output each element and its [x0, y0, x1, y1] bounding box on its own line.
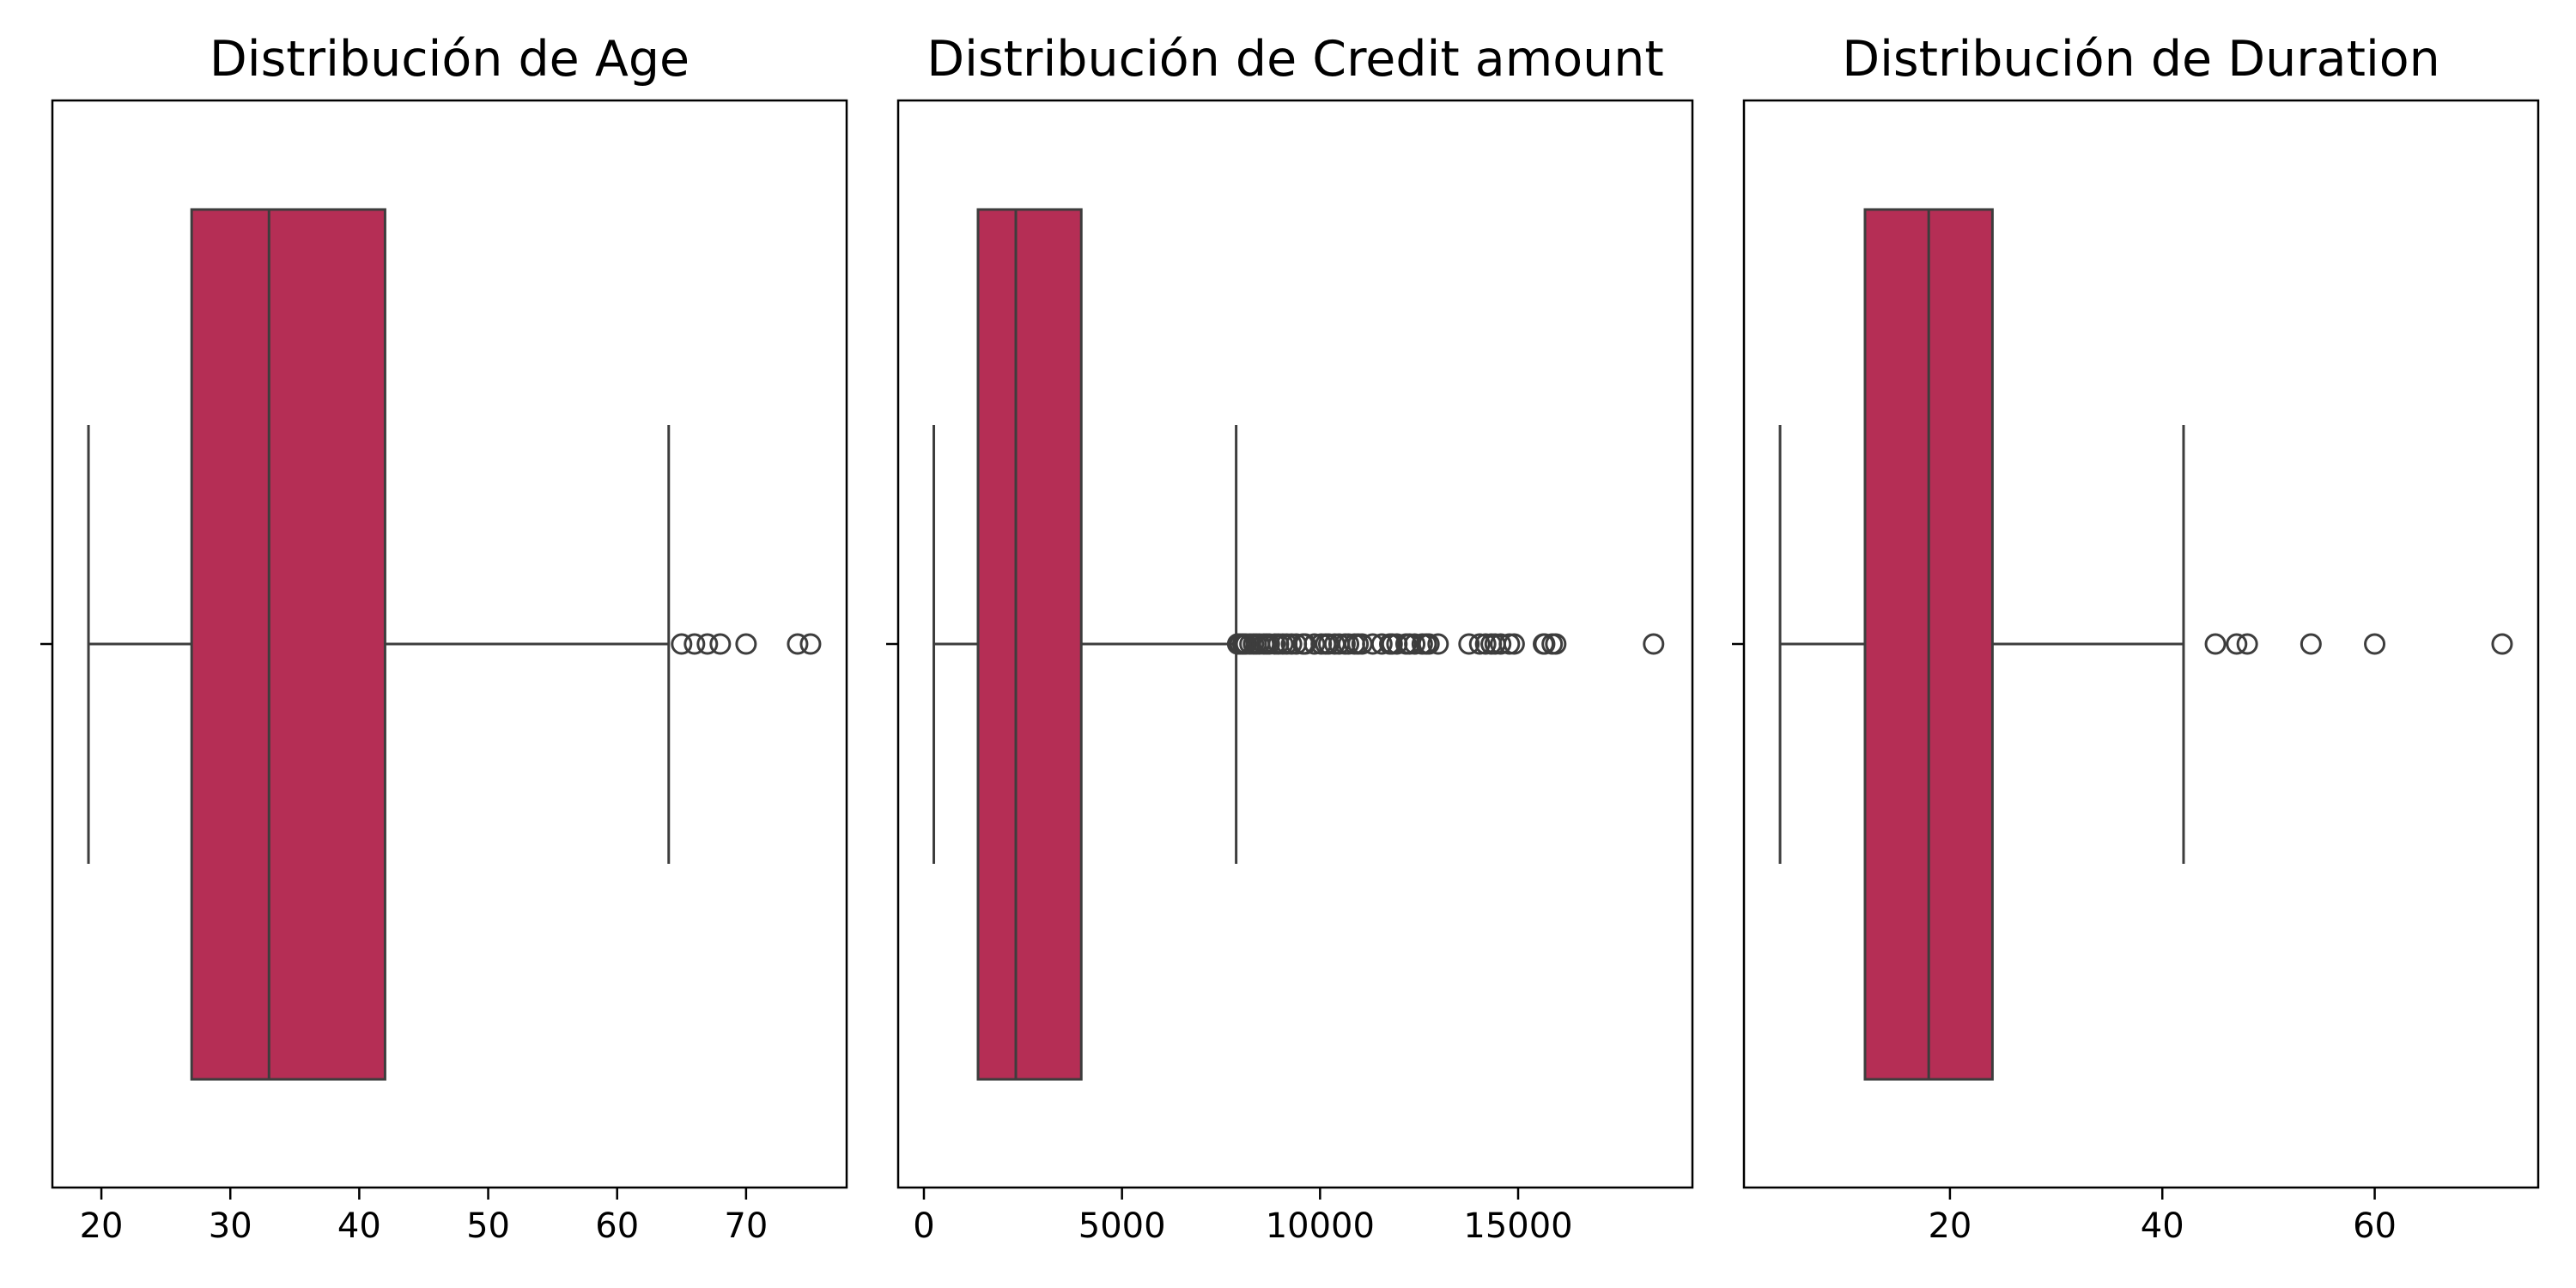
outlier-point	[2204, 633, 2227, 655]
outlier-point	[671, 633, 693, 655]
x-tick-label: 60	[2353, 1206, 2397, 1246]
outlier-point	[1404, 633, 1426, 655]
outlier-point	[1294, 633, 1316, 655]
boxplot-panel-1: Distribución de Age 20 30 40 50 60 70	[40, 31, 848, 1246]
outlier-point	[1474, 633, 1497, 655]
iqr-box	[976, 208, 1083, 1081]
x-tick-label: 10000	[1266, 1206, 1375, 1246]
outlier-point	[2300, 633, 2322, 655]
x-tick-label: 40	[337, 1206, 381, 1246]
x-tick-label: 5000	[1078, 1206, 1166, 1246]
outlier-point	[735, 633, 757, 655]
outlier-point	[1370, 633, 1393, 655]
outlier-point	[2364, 633, 2386, 655]
outlier-point	[787, 633, 809, 655]
outlier-point	[2491, 633, 2513, 655]
outlier-point	[1303, 633, 1326, 655]
iqr-box	[190, 208, 386, 1081]
outlier-point	[1427, 633, 1449, 655]
panel-title: Distribución de Duration	[1842, 31, 2440, 88]
outlier-point	[1534, 633, 1556, 655]
outlier-point	[799, 633, 822, 655]
boxplot-panel-3: Distribución de Duration 20 40 60	[1732, 31, 2540, 1246]
x-tick-label: 70	[724, 1206, 768, 1246]
outlier-point	[683, 633, 706, 655]
outlier-point	[709, 633, 732, 655]
x-tick-label: 50	[466, 1206, 510, 1246]
x-tick-label: 40	[2141, 1206, 2184, 1246]
x-tick-label: 30	[209, 1206, 252, 1246]
x-tick-label: 60	[595, 1206, 639, 1246]
panel-title: Distribución de Credit amount	[927, 31, 1663, 88]
outlier-point	[1458, 633, 1480, 655]
outlier-point	[1468, 633, 1491, 655]
outlier-point	[1545, 633, 1567, 655]
x-tick-label: 0	[913, 1206, 934, 1246]
outlier-point	[1418, 633, 1440, 655]
outlier-point	[1490, 633, 1512, 655]
x-tick-label: 20	[80, 1206, 124, 1246]
panel-title: Distribución de Age	[210, 31, 690, 88]
x-tick-label: 15000	[1463, 1206, 1572, 1246]
outlier-point	[1338, 633, 1360, 655]
outlier-point	[1258, 633, 1280, 655]
outlier-point	[696, 633, 719, 655]
outlier-point	[1643, 633, 1665, 655]
outlier-point	[2226, 633, 2248, 655]
outlier-point	[2236, 633, 2258, 655]
x-tick-label: 20	[1928, 1206, 1971, 1246]
boxplot-panel-2: Distribución de Credit amount 0 5000 10000 1…	[886, 31, 1694, 1246]
outlier-point	[1503, 633, 1525, 655]
